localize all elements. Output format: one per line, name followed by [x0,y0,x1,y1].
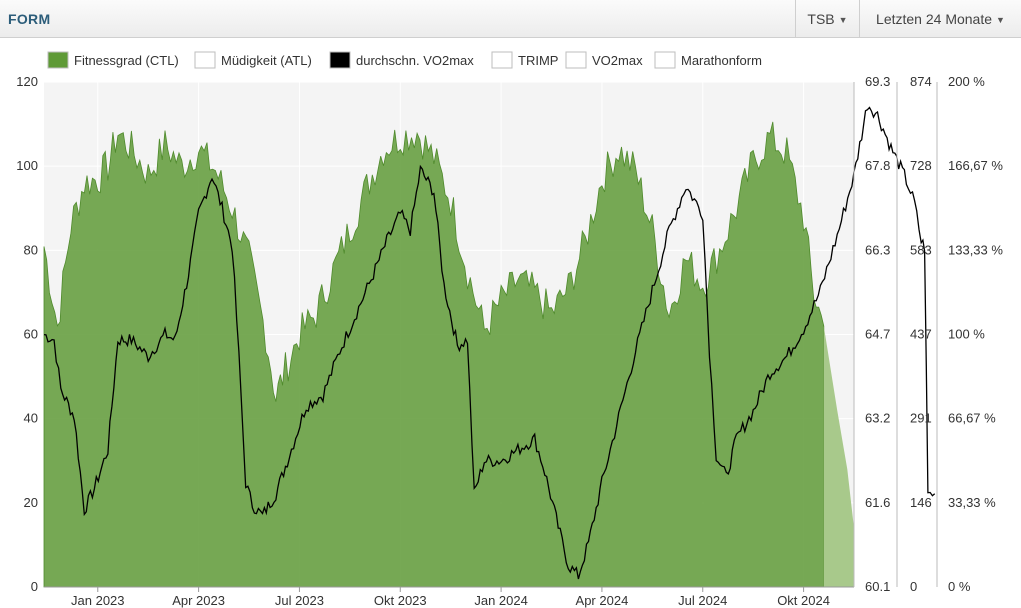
y-right3-tick-label: 133,33 % [948,242,1003,257]
y-left-tick-label: 20 [24,495,38,510]
legend-item[interactable]: Fitnessgrad (CTL) [47,51,179,69]
legend-item[interactable]: Müdigkeit (ATL) [194,51,312,69]
y-right1-tick-label: 69.3 [865,74,890,89]
y-right2-tick-label: 874 [910,74,932,89]
legend-label: VO2max [592,53,643,68]
y-right1-tick-label: 64.7 [865,327,890,342]
x-tick-label: Apr 2024 [576,593,629,608]
legend-swatch [565,51,587,69]
range-dropdown[interactable]: Letzten 24 Monate ▼ [859,0,1021,38]
x-tick-label: Okt 2023 [374,593,427,608]
y-left-tick-label: 40 [24,411,38,426]
y-left-tick-label: 120 [16,74,38,89]
series-layer [43,106,936,588]
y-right2-tick-label: 437 [910,327,932,342]
fitness-ctl-area [43,121,825,588]
y-right1-tick-label: 67.8 [865,158,890,173]
y-right3-tick-label: 166,67 % [948,158,1003,173]
range-dropdown-value: Letzten 24 Monate [876,11,993,27]
legend-swatch [194,51,216,69]
y-right2-tick-label: 146 [910,495,932,510]
legend-swatch [654,51,676,69]
y-left-tick-label: 100 [16,158,38,173]
legend-label: TRIMP [518,53,558,68]
vo2max-avg-line [43,106,936,580]
y-left-tick-label: 0 [31,579,38,594]
legend-swatch [47,51,69,69]
legend-swatch [491,51,513,69]
chevron-down-icon: ▼ [838,15,848,25]
x-tick-label: Okt 2024 [777,593,830,608]
x-tick-label: Jan 2023 [71,593,125,608]
y-right2-tick-label: 291 [910,411,932,426]
y-left-tick-label: 80 [24,242,38,257]
y-right3-tick-label: 66,67 % [948,411,996,426]
x-tick-label: Jul 2023 [275,593,324,608]
legend-label: Fitnessgrad (CTL) [74,53,179,68]
metric-dropdown[interactable]: TSB ▼ [795,0,859,38]
metric-dropdown-value: TSB [807,11,835,27]
axes: Jan 2023 Apr 2023 Jul 2023 Okt 2023 Jan 2024… [16,74,1003,608]
panel-title: FORM [8,11,51,27]
legend-label: Marathonform [681,53,762,68]
x-tick-label: Jan 2024 [474,593,528,608]
y-right2-tick-label: 0 [910,579,917,594]
legend-swatch [329,51,351,69]
y-right1-tick-label: 61.6 [865,495,890,510]
form-chart: Jan 2023 Apr 2023 Jul 2023 Okt 2023 Jan 2024… [16,51,1003,608]
legend-item[interactable]: TRIMP [491,51,558,69]
y-right1-tick-label: 66.3 [865,242,890,257]
x-tick-label: Jul 2024 [678,593,727,608]
legend-item[interactable]: Marathonform [654,51,762,69]
legend-item[interactable]: durchschn. VO2max [329,51,474,69]
x-tick-label: Apr 2023 [172,593,225,608]
y-right3-tick-label: 33,33 % [948,495,996,510]
legend-label: Müdigkeit (ATL) [221,53,312,68]
y-right2-tick-label: 728 [910,158,932,173]
y-right1-tick-label: 60.1 [865,579,890,594]
chevron-down-icon: ▼ [996,15,1005,25]
y-right3-tick-label: 200 % [948,74,985,89]
legend: Fitnessgrad (CTL) Müdigkeit (ATL) durchsch… [47,51,762,69]
y-left-tick-label: 60 [24,327,38,342]
y-right2-tick-label: 583 [910,242,932,257]
y-right3-tick-label: 0 % [948,579,971,594]
form-header: FORM TSB ▼ Letzten 24 Monate ▼ [0,0,1021,38]
fitness-ctl-forecast-area [823,326,854,587]
legend-label: durchschn. VO2max [356,53,474,68]
legend-item[interactable]: VO2max [565,51,643,69]
y-right3-tick-label: 100 % [948,327,985,342]
y-right1-tick-label: 63.2 [865,411,890,426]
